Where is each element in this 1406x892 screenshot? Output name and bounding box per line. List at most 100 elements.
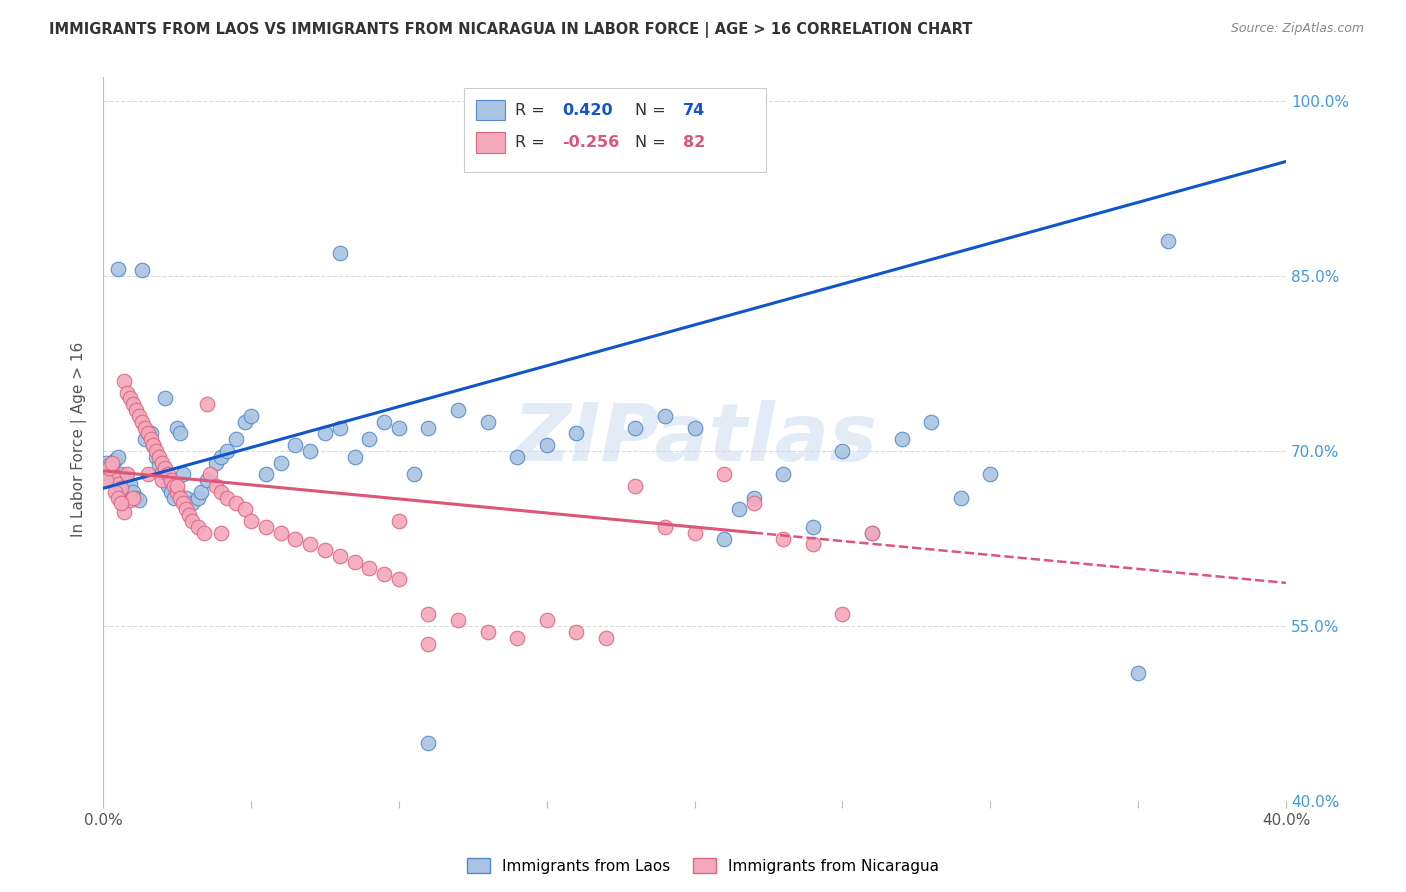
Point [112, 505, 135, 519]
Point [447, 403, 470, 417]
Point [96, 467, 118, 482]
Point [831, 444, 853, 458]
FancyBboxPatch shape [464, 88, 765, 171]
Point [136, 467, 159, 482]
Point [314, 426, 336, 441]
Point [187, 491, 209, 505]
Point [98, 461, 121, 475]
Point [107, 450, 129, 464]
Point [110, 481, 132, 495]
Text: Source: ZipAtlas.com: Source: ZipAtlas.com [1230, 22, 1364, 36]
Point [801, 537, 824, 551]
Point [211, 450, 233, 464]
Point [121, 484, 143, 499]
Point [134, 420, 156, 434]
Point [314, 543, 336, 558]
Point [343, 450, 366, 464]
Point [118, 476, 141, 491]
Point [388, 514, 411, 528]
Point [240, 514, 263, 528]
Point [118, 493, 141, 508]
Point [536, 613, 558, 627]
Point [204, 456, 226, 470]
Point [98, 473, 121, 487]
Point [373, 566, 395, 581]
Point [96, 473, 118, 487]
Point [157, 479, 180, 493]
Point [284, 438, 307, 452]
Point [713, 467, 735, 482]
Point [98, 458, 121, 472]
Point [131, 415, 153, 429]
Point [654, 520, 676, 534]
Point [155, 392, 177, 406]
Point [180, 496, 202, 510]
Legend: Immigrants from Laos, Immigrants from Nicaragua: Immigrants from Laos, Immigrants from Ni… [461, 852, 945, 880]
Point [148, 458, 170, 472]
Point [373, 415, 395, 429]
Point [166, 420, 188, 434]
Point [418, 607, 440, 622]
Point [240, 409, 263, 423]
Point [155, 461, 177, 475]
Point [477, 624, 499, 639]
Point [172, 467, 194, 482]
Point [136, 426, 159, 441]
Point [180, 514, 202, 528]
Point [506, 631, 529, 645]
Point [233, 415, 256, 429]
Point [125, 403, 148, 417]
Point [979, 467, 1001, 482]
Point [683, 525, 706, 540]
Point [359, 432, 381, 446]
Point [112, 374, 135, 388]
Point [121, 491, 143, 505]
Point [107, 261, 129, 276]
Text: N =: N = [636, 135, 671, 150]
Point [118, 392, 141, 406]
Point [107, 491, 129, 505]
Point [110, 467, 132, 482]
Point [359, 560, 381, 574]
Point [174, 491, 197, 505]
Point [115, 481, 138, 495]
Point [142, 438, 165, 452]
Point [142, 438, 165, 452]
Point [101, 456, 124, 470]
Point [177, 508, 200, 523]
Point [217, 491, 239, 505]
Point [134, 432, 156, 446]
Point [299, 444, 322, 458]
Point [136, 426, 159, 441]
Point [139, 432, 162, 446]
Point [145, 444, 167, 458]
Point [1126, 665, 1149, 680]
Point [329, 245, 352, 260]
Point [565, 426, 588, 441]
Point [115, 467, 138, 482]
Point [169, 491, 191, 505]
Point [187, 520, 209, 534]
Point [150, 473, 173, 487]
Point [163, 491, 186, 505]
Point [801, 520, 824, 534]
Point [174, 502, 197, 516]
Point [920, 415, 942, 429]
Point [477, 415, 499, 429]
Point [595, 631, 617, 645]
Point [166, 479, 188, 493]
Point [101, 461, 124, 475]
Point [101, 465, 124, 479]
Point [536, 438, 558, 452]
Point [157, 467, 180, 482]
Point [204, 479, 226, 493]
Point [254, 520, 277, 534]
Point [284, 532, 307, 546]
Point [193, 525, 215, 540]
Point [343, 555, 366, 569]
Point [728, 502, 751, 516]
Point [270, 525, 292, 540]
Point [150, 465, 173, 479]
Point [831, 607, 853, 622]
Point [104, 469, 127, 483]
